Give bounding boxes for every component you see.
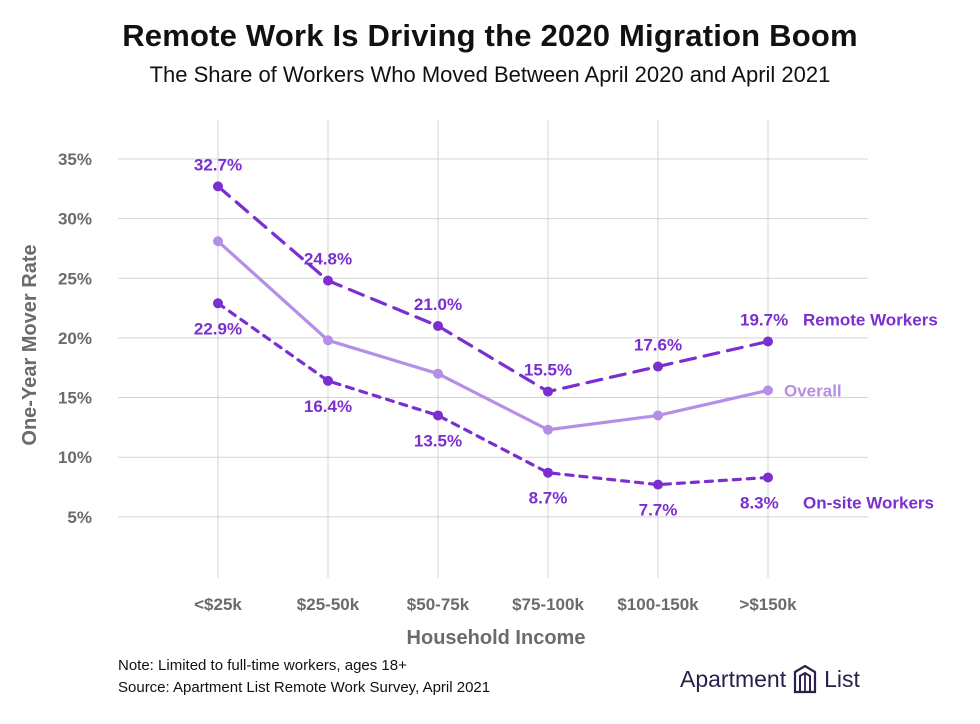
data-points bbox=[213, 181, 773, 490]
chart-title: Remote Work Is Driving the 2020 Migratio… bbox=[122, 18, 858, 53]
x-tick-label: <$25k bbox=[194, 595, 242, 614]
remote-workers-series-name: Remote Workers bbox=[803, 310, 938, 329]
y-tick-label: 30% bbox=[58, 210, 92, 229]
remote-workers-data-label: 15.5% bbox=[524, 361, 572, 380]
overall-point bbox=[433, 368, 443, 379]
series-lines bbox=[216, 184, 770, 487]
remote-workers-point bbox=[543, 386, 553, 397]
remote-workers-point bbox=[323, 275, 333, 286]
overall-point bbox=[213, 236, 223, 247]
remote-workers-point bbox=[653, 361, 663, 372]
data-labels: 32.7% 24.8% 21.0% 15.5% 17.6% 22.9% 16.4% 13.5%… bbox=[194, 155, 938, 519]
x-tick-label: $25-50k bbox=[297, 595, 360, 614]
axes: 35% 30% 25% 20% 15% 10% 5% <$25k $25-50k $50-75k $… bbox=[19, 150, 797, 649]
onsite-workers-data-label: 13.5% bbox=[414, 431, 462, 450]
overall-line bbox=[216, 239, 770, 432]
remote-workers-data-label: 17.6% bbox=[634, 336, 682, 355]
onsite-workers-point bbox=[213, 298, 223, 309]
remote-workers-data-label: 19.7% bbox=[740, 310, 788, 329]
y-tick-label: 35% bbox=[58, 150, 92, 169]
x-tick-label: $75-100k bbox=[512, 595, 584, 614]
y-tick-label: 15% bbox=[58, 389, 92, 408]
chart-subtitle: The Share of Workers Who Moved Between A… bbox=[149, 62, 831, 87]
overall-series-name: Overall bbox=[784, 381, 842, 400]
x-tick-label: $100-150k bbox=[617, 595, 699, 614]
onsite-workers-data-label: 7.7% bbox=[639, 501, 678, 520]
footnote-note: Note: Limited to full-time workers, ages… bbox=[118, 657, 407, 674]
overall-point bbox=[653, 410, 663, 421]
onsite-workers-data-label: 8.7% bbox=[529, 489, 568, 508]
logo-word-list: List bbox=[824, 665, 860, 692]
onsite-workers-data-label: 8.3% bbox=[740, 493, 779, 512]
x-axis-title: Household Income bbox=[407, 627, 586, 649]
y-tick-label: 20% bbox=[58, 329, 92, 348]
overall-point bbox=[543, 424, 553, 435]
onsite-workers-line bbox=[216, 301, 770, 487]
y-tick-label: 5% bbox=[67, 508, 92, 527]
onsite-workers-point bbox=[653, 479, 663, 490]
onsite-workers-point bbox=[543, 467, 553, 478]
y-tick-label: 25% bbox=[58, 269, 92, 288]
x-tick-label: $50-75k bbox=[407, 595, 470, 614]
onsite-workers-point bbox=[323, 375, 333, 386]
onsite-workers-series-name: On-site Workers bbox=[803, 493, 934, 512]
onsite-workers-data-label: 16.4% bbox=[304, 397, 352, 416]
remote-workers-line bbox=[216, 184, 770, 394]
overall-point bbox=[763, 385, 773, 396]
remote-workers-data-label: 32.7% bbox=[194, 155, 242, 174]
x-tick-label: >$150k bbox=[739, 595, 797, 614]
brand-logo: Apartment List bbox=[680, 664, 860, 694]
overall-point bbox=[323, 335, 333, 346]
logo-word-apartment: Apartment bbox=[680, 665, 787, 692]
y-axis-title: One-Year Mover Rate bbox=[19, 244, 41, 445]
footnote: Note: Limited to full-time workers, ages… bbox=[118, 655, 490, 699]
remote-workers-data-label: 21.0% bbox=[414, 295, 462, 314]
remote-workers-data-label: 24.8% bbox=[304, 250, 352, 269]
onsite-workers-point bbox=[433, 410, 443, 421]
y-tick-label: 10% bbox=[58, 448, 92, 467]
onsite-workers-point bbox=[763, 472, 773, 483]
footnote-source: Source: Apartment List Remote Work Surve… bbox=[118, 679, 491, 696]
onsite-workers-data-label: 22.9% bbox=[194, 319, 242, 338]
apartment-list-logo-icon bbox=[794, 664, 817, 694]
gridlines bbox=[118, 120, 868, 578]
remote-workers-point bbox=[763, 336, 773, 347]
remote-workers-point bbox=[213, 181, 223, 192]
remote-workers-point bbox=[433, 320, 443, 331]
